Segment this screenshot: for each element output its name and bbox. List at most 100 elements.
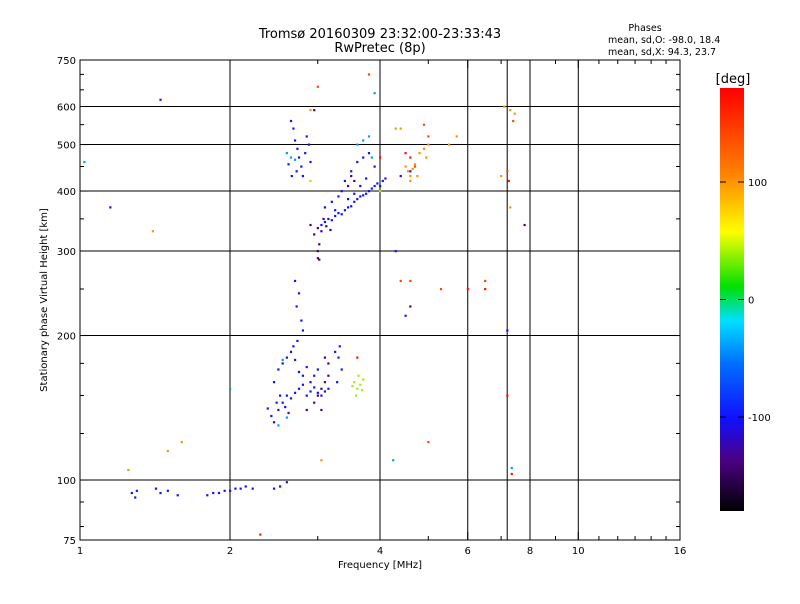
data-point xyxy=(290,174,293,178)
data-point xyxy=(379,156,382,159)
data-point xyxy=(427,143,430,146)
data-point xyxy=(359,184,362,188)
data-point xyxy=(323,381,327,384)
data-point xyxy=(323,356,327,359)
data-point xyxy=(500,174,503,178)
data-point xyxy=(381,179,384,183)
data-point xyxy=(316,391,319,394)
data-point xyxy=(223,489,226,492)
x-tick-label: 4 xyxy=(377,546,383,557)
data-point xyxy=(373,184,376,188)
data-point xyxy=(334,209,337,212)
data-point xyxy=(484,279,487,283)
data-point xyxy=(367,190,371,193)
data-point xyxy=(318,243,321,246)
data-point xyxy=(275,401,278,404)
data-point xyxy=(365,192,368,195)
data-point xyxy=(293,158,297,161)
data-point xyxy=(340,213,343,216)
data-point xyxy=(304,152,307,155)
data-point xyxy=(360,389,364,392)
data-point xyxy=(509,109,512,112)
data-point xyxy=(296,339,299,343)
data-point xyxy=(300,319,303,322)
data-point xyxy=(413,165,417,168)
data-point xyxy=(337,212,340,215)
y-tick-label: 300 xyxy=(57,247,76,258)
data-point xyxy=(370,187,373,190)
data-point xyxy=(316,394,319,397)
data-point xyxy=(320,394,323,397)
data-point xyxy=(359,383,362,386)
data-point xyxy=(367,73,371,76)
data-point xyxy=(316,85,319,88)
data-point xyxy=(293,358,297,362)
data-point xyxy=(330,219,333,222)
phases-x-stats: mean, sd,X: 94.3, 23.7 xyxy=(608,47,716,58)
data-point xyxy=(266,407,269,410)
data-point xyxy=(399,127,402,130)
data-point xyxy=(293,139,297,142)
data-point xyxy=(289,119,293,123)
data-point xyxy=(404,314,407,317)
data-point xyxy=(356,143,359,146)
data-point xyxy=(322,217,325,221)
x-tick-label: 10 xyxy=(572,546,585,557)
data-point xyxy=(293,279,297,283)
data-point xyxy=(409,170,412,173)
data-point xyxy=(362,156,365,159)
data-point xyxy=(447,143,451,146)
data-point xyxy=(346,198,350,201)
data-point xyxy=(309,160,312,164)
data-point xyxy=(307,143,311,146)
data-point xyxy=(297,370,301,374)
data-point xyxy=(295,170,298,173)
data-point xyxy=(212,491,215,495)
data-point xyxy=(295,305,298,308)
chart-title: Tromsø 20160309 23:32:00-23:33:43 xyxy=(258,27,501,42)
data-point xyxy=(127,468,130,472)
data-point xyxy=(301,174,305,178)
data-point xyxy=(356,198,359,201)
data-point xyxy=(285,481,288,484)
x-axis-label: Frequency [MHz] xyxy=(338,560,422,571)
data-point xyxy=(320,459,323,462)
data-point xyxy=(277,408,280,412)
data-point xyxy=(287,411,290,415)
data-point xyxy=(325,225,328,228)
data-point xyxy=(285,356,288,359)
data-point xyxy=(399,279,402,283)
colorbar-tick-label: -100 xyxy=(748,413,771,424)
data-point xyxy=(379,184,382,188)
x-tick-label: 16 xyxy=(674,546,687,557)
data-point xyxy=(338,345,341,348)
data-point xyxy=(305,135,308,138)
data-point xyxy=(336,381,339,384)
data-point xyxy=(279,394,282,397)
data-point xyxy=(354,394,358,397)
data-point xyxy=(406,170,410,173)
data-point xyxy=(272,381,276,384)
data-point xyxy=(297,292,301,295)
data-point xyxy=(134,496,137,499)
data-point xyxy=(327,362,330,365)
data-point xyxy=(313,386,316,389)
data-point xyxy=(343,179,347,183)
data-point xyxy=(346,206,350,209)
data-point xyxy=(279,485,282,488)
data-point xyxy=(289,350,293,353)
data-point xyxy=(327,217,330,221)
data-point xyxy=(510,466,513,470)
data-point xyxy=(356,356,359,359)
data-point xyxy=(506,170,509,173)
grid-lines xyxy=(80,60,680,540)
data-point xyxy=(427,441,430,444)
data-point xyxy=(409,179,412,183)
data-point xyxy=(292,127,295,130)
data-point xyxy=(309,390,312,393)
data-point xyxy=(351,384,354,388)
data-point xyxy=(323,206,327,209)
data-point xyxy=(367,152,371,155)
